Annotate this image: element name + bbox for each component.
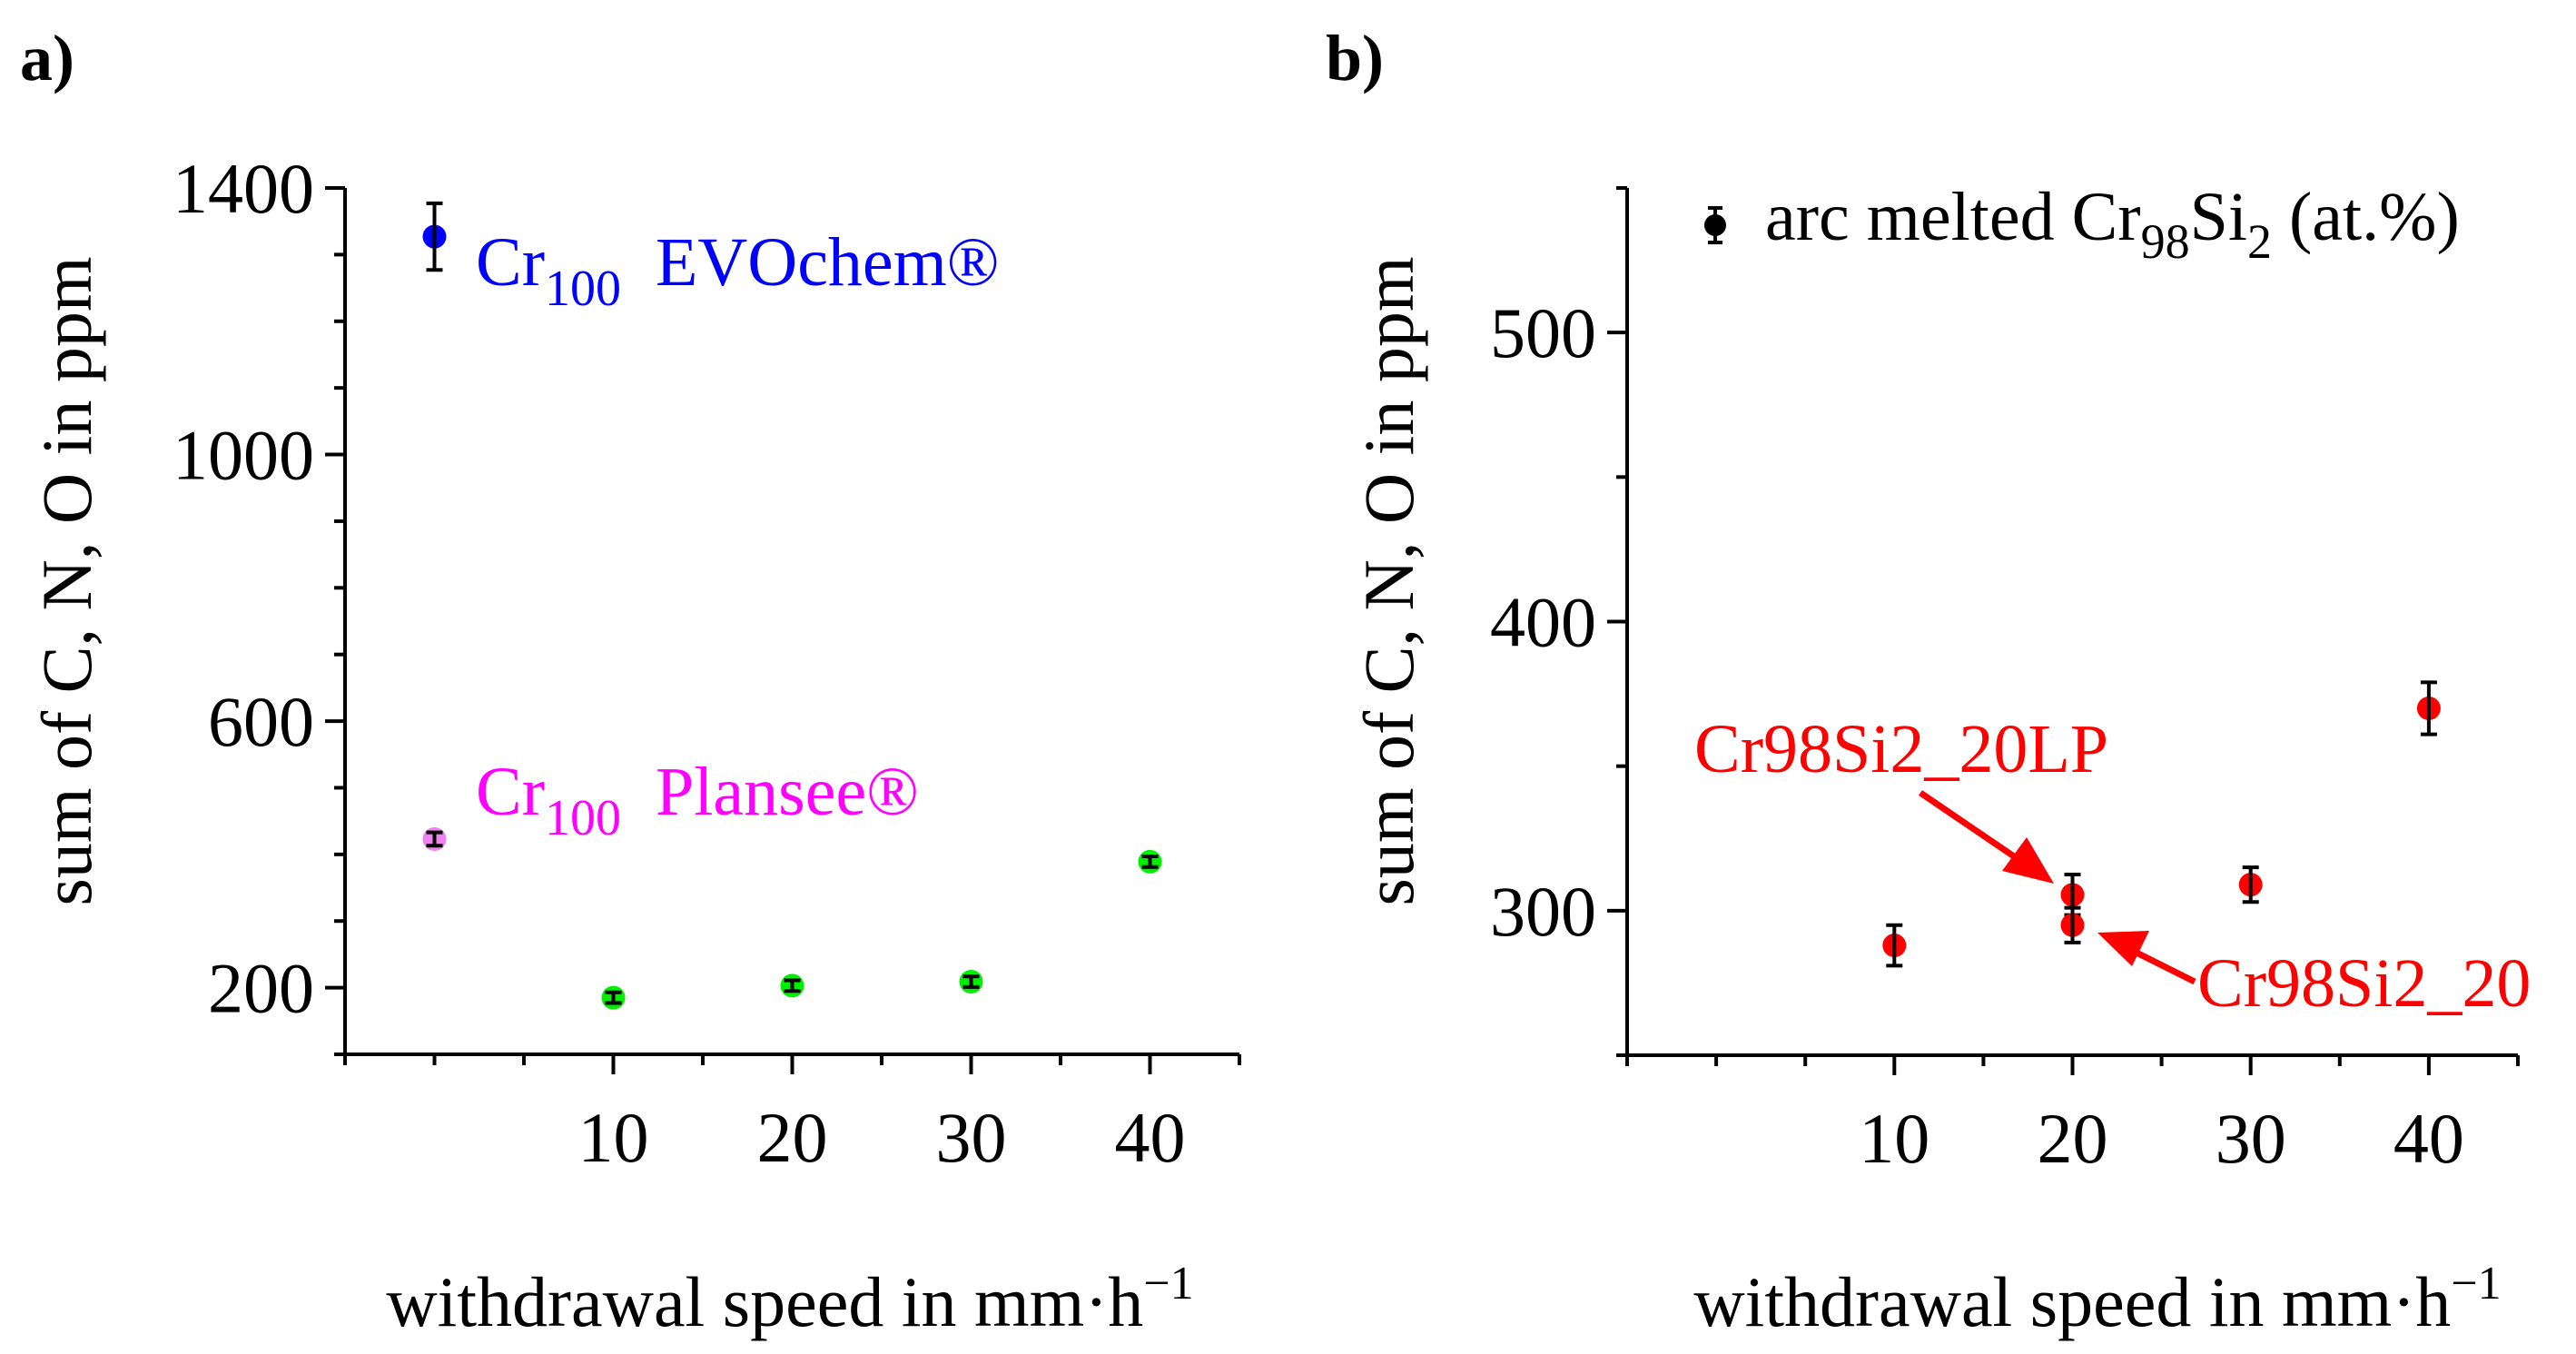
data-point	[780, 973, 804, 998]
data-point	[1882, 923, 1907, 968]
data-point	[2060, 905, 2085, 944]
x-tick-label: 20	[757, 1098, 828, 1177]
annotation-20lp: Cr98Si2_20LP	[1694, 711, 2108, 787]
x-tick-label: 10	[578, 1098, 649, 1177]
legend-label: arc melted Cr98Si2 (at.%)	[1765, 179, 2460, 269]
annotation-plansee: Cr100 Plansee®	[476, 754, 919, 846]
y-tick-label: 500	[1490, 293, 1596, 372]
arrow-20lp	[1919, 790, 2054, 884]
y-tick-label: 600	[208, 682, 314, 761]
y-tick-label: 300	[1490, 872, 1596, 951]
arrow-20	[2097, 931, 2196, 985]
x-tick-label: 40	[1115, 1098, 1186, 1177]
panel-a-xlabel: withdrawal speed in mm·h−1	[386, 1258, 1193, 1341]
panel-b-ylabel: sum of C, N, O in ppm	[1349, 256, 1428, 905]
x-tick-label: 30	[2216, 1099, 2286, 1178]
panel-a-label: a)	[20, 22, 74, 94]
data-point	[2416, 680, 2441, 736]
y-tick-label: 1000	[173, 416, 314, 495]
panel-b-axes: 10 20 30 40 300 400 500	[1490, 186, 2520, 1178]
y-tick-label: 1400	[173, 149, 314, 228]
data-point	[422, 201, 447, 272]
x-tick-label: 10	[1859, 1099, 1930, 1178]
data-point	[601, 985, 626, 1010]
data-point	[1138, 849, 1162, 874]
annotation-20: Cr98Si2_20	[2197, 945, 2531, 1022]
x-tick-label: 20	[2038, 1099, 2108, 1178]
annotation-evochem: Cr100 EVOchem®	[476, 224, 1000, 317]
panel-b-label: b)	[1326, 22, 1384, 94]
data-point	[422, 826, 447, 851]
y-tick-label: 200	[208, 949, 314, 1028]
panel-a-axes: 10 20 30 40 200 600 1000 1400	[173, 149, 1241, 1177]
y-tick-label: 400	[1490, 583, 1596, 662]
legend: arc melted Cr98Si2 (at.%)	[1704, 179, 2460, 269]
panel-a-ylabel: sum of C, N, O in ppm	[27, 256, 106, 905]
legend-marker	[1704, 214, 1726, 236]
data-point	[2238, 865, 2263, 904]
x-tick-label: 40	[2393, 1099, 2464, 1178]
panel-b-xlabel: withdrawal speed in mm·h−1	[1693, 1258, 2501, 1341]
x-tick-label: 30	[936, 1098, 1007, 1177]
data-point	[959, 970, 983, 994]
